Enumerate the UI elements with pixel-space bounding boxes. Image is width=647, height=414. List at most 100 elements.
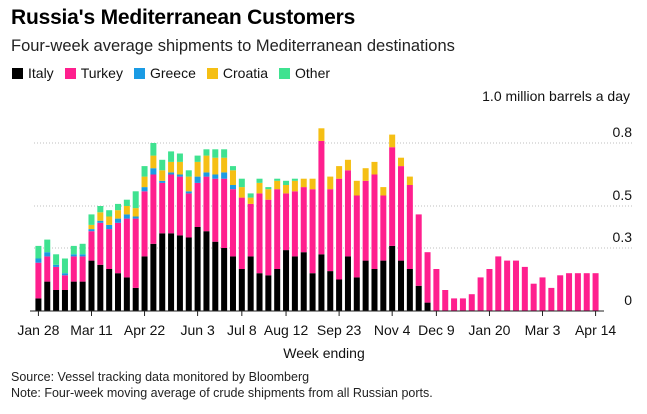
bar-turkey-7 [97, 222, 104, 265]
bar-other-17 [185, 170, 192, 177]
bar-turkey-27 [274, 189, 281, 269]
bar-other-1 [44, 239, 51, 253]
footnote: Note: Four-week moving average of crude … [11, 386, 433, 400]
legend-label-turkey: Turkey [80, 65, 123, 81]
bar-italy-35 [344, 256, 351, 311]
bar-italy-18 [194, 227, 201, 311]
legend-label-other: Other [295, 65, 331, 81]
bar-croatia-34 [336, 166, 343, 179]
bar-italy-8 [106, 269, 113, 311]
bar-turkey-56 [530, 283, 537, 311]
bar-croatia-12 [141, 176, 148, 188]
bar-croatia-40 [389, 134, 396, 148]
bar-croatia-30 [300, 178, 307, 188]
bar-other-13 [150, 143, 157, 156]
bar-other-21 [221, 149, 228, 158]
bar-italy-40 [389, 245, 396, 311]
bar-italy-39 [380, 260, 387, 311]
bar-croatia-41 [398, 157, 405, 167]
bar-croatia-32 [318, 128, 325, 141]
y-tick-label-3: 0.8 [613, 124, 633, 140]
bar-italy-28 [283, 250, 290, 311]
x-tick-label-10: Mar 3 [525, 322, 561, 338]
bar-turkey-37 [362, 180, 369, 261]
bar-greece-6 [88, 229, 95, 232]
bar-greece-17 [185, 191, 192, 194]
bar-greece-9 [115, 218, 122, 223]
x-tick-label-9: Jan 20 [468, 322, 510, 338]
bar-italy-24 [247, 256, 254, 311]
bar-italy-36 [353, 277, 360, 311]
bar-turkey-4 [70, 256, 77, 282]
bar-italy-30 [300, 252, 307, 311]
bar-turkey-16 [176, 176, 183, 236]
bar-croatia-36 [353, 180, 360, 196]
bar-croatia-42 [406, 176, 413, 185]
bar-turkey-55 [521, 266, 528, 311]
bar-turkey-35 [344, 170, 351, 257]
bar-turkey-25 [256, 193, 263, 274]
bar-croatia-13 [150, 155, 157, 169]
source-note: Source: Vessel tracking data monitored b… [11, 370, 310, 384]
bar-other-16 [176, 153, 183, 162]
bar-italy-13 [150, 243, 157, 311]
bar-turkey-29 [291, 191, 298, 257]
x-tick-label-1: Mar 11 [70, 322, 113, 338]
bar-turkey-39 [380, 195, 387, 261]
bar-turkey-62 [583, 273, 590, 311]
bar-turkey-3 [61, 275, 68, 290]
bar-turkey-33 [327, 189, 334, 272]
bar-croatia-14 [159, 170, 166, 181]
bar-turkey-50 [477, 277, 484, 311]
bar-italy-33 [327, 271, 334, 311]
bar-croatia-37 [362, 168, 369, 181]
legend-swatch-other [279, 67, 291, 79]
legend-item-turkey: Turkey [64, 65, 123, 81]
x-tick-label-5: Aug 12 [264, 322, 309, 338]
bar-croatia-19 [203, 155, 210, 173]
bar-italy-41 [398, 260, 405, 311]
bar-other-25 [256, 178, 263, 183]
bar-turkey-63 [592, 273, 599, 311]
bar-other-5 [79, 243, 86, 255]
bar-croatia-38 [371, 161, 378, 175]
bar-other-8 [106, 210, 113, 217]
bar-croatia-27 [274, 180, 281, 190]
bar-italy-20 [212, 241, 219, 311]
bar-turkey-53 [504, 260, 511, 311]
bar-croatia-22 [229, 170, 236, 185]
bar-turkey-34 [336, 178, 343, 280]
x-tick-label-0: Jan 28 [17, 322, 59, 338]
bar-croatia-16 [176, 161, 183, 175]
bar-italy-14 [159, 233, 166, 311]
bar-turkey-49 [468, 294, 475, 311]
bar-croatia-10 [123, 206, 130, 215]
bar-greece-2 [53, 264, 60, 267]
y-tick-label-1: 0.3 [613, 229, 633, 245]
bar-greece-1 [44, 252, 51, 257]
y-tick-label-2: 0.5 [613, 187, 633, 203]
bar-turkey-8 [106, 229, 113, 269]
bar-turkey-40 [389, 147, 396, 246]
bar-croatia-15 [168, 161, 175, 173]
legend-swatch-turkey [64, 67, 76, 79]
bar-italy-2 [53, 290, 60, 311]
chart-subtitle: Four-week average shipments to Mediterra… [11, 37, 455, 55]
bar-greece-16 [176, 174, 183, 177]
bar-turkey-61 [574, 273, 581, 311]
bar-greece-4 [70, 254, 77, 257]
bar-italy-22 [229, 256, 236, 311]
bar-turkey-26 [265, 199, 272, 276]
bar-other-2 [53, 254, 60, 265]
bar-other-11 [132, 191, 139, 209]
bar-croatia-33 [327, 176, 334, 190]
bar-italy-0 [35, 298, 42, 311]
bar-italy-10 [123, 277, 130, 311]
bar-italy-37 [362, 260, 369, 311]
bar-turkey-11 [132, 218, 139, 288]
bar-turkey-46 [442, 290, 449, 311]
x-tick-label-6: Sep 23 [317, 322, 362, 338]
bar-italy-26 [265, 275, 272, 311]
x-tick-label-8: Dec 9 [418, 322, 455, 338]
